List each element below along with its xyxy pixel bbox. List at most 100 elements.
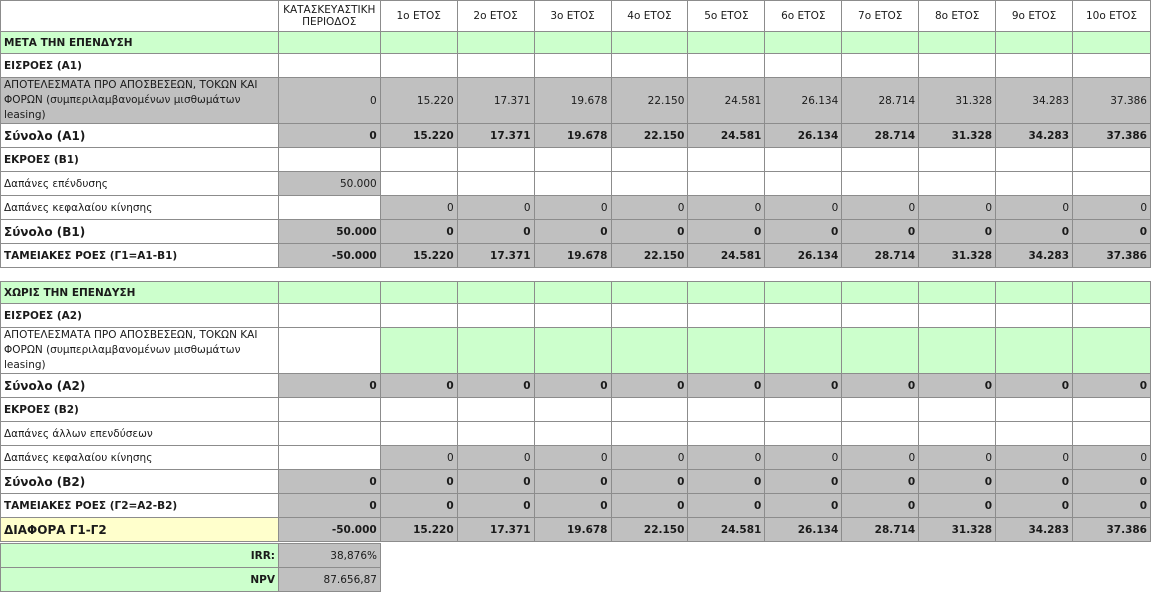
cell[interactable]: 0 [918, 195, 997, 220]
cell[interactable] [456, 53, 535, 78]
cell[interactable]: 15.220 [379, 243, 458, 268]
cell[interactable] [277, 397, 381, 422]
cell[interactable] [277, 421, 381, 446]
col-header-year[interactable]: 4ο ΕΤΟΣ [610, 0, 689, 32]
cell[interactable] [918, 171, 997, 196]
cell[interactable]: 22.150 [610, 517, 689, 542]
cell[interactable]: 0 [379, 195, 458, 220]
cell[interactable]: 0 [687, 195, 766, 220]
cell[interactable] [995, 281, 1074, 304]
cell[interactable]: 0 [918, 219, 997, 244]
cell[interactable] [277, 327, 381, 374]
row-label[interactable]: Σύνολο (Β2) [0, 469, 279, 494]
cell[interactable] [1072, 421, 1151, 446]
cell[interactable] [533, 303, 612, 328]
cell[interactable] [687, 53, 766, 78]
row-label[interactable]: ΑΠΟΤΕΛΕΣΜΑΤΑ ΠΡΟ ΑΠΟΣΒΕΣΕΩΝ, ΤΟΚΩΝ ΚΑΙ Φ… [0, 327, 279, 374]
cell[interactable]: 37.386 [1072, 517, 1151, 542]
cell[interactable]: 37.386 [1072, 77, 1151, 124]
cell[interactable]: 24.581 [687, 77, 766, 124]
cell[interactable] [456, 397, 535, 422]
cell[interactable]: 15.220 [379, 77, 458, 124]
cell[interactable]: 17.371 [456, 77, 535, 124]
cell[interactable]: 0 [533, 373, 612, 398]
row-label[interactable]: ΕΚΡΟΕΣ (Β2) [0, 397, 279, 422]
cell[interactable] [456, 421, 535, 446]
col-header-construction[interactable]: ΚΑΤΑΣΚΕΥΑΣΤΙΚΗ ΠΕΡΙΟΔΟΣ [277, 0, 381, 32]
cell[interactable] [277, 53, 381, 78]
cell[interactable] [841, 31, 920, 54]
cell[interactable] [995, 327, 1074, 374]
cell[interactable] [764, 171, 843, 196]
cell[interactable] [533, 327, 612, 374]
cell[interactable]: 26.134 [764, 123, 843, 148]
cell[interactable] [764, 327, 843, 374]
cell[interactable]: 19.678 [533, 517, 612, 542]
col-header-year[interactable]: 8ο ΕΤΟΣ [918, 0, 997, 32]
row-label[interactable]: ΕΙΣΡΟΕΣ (Α1) [0, 53, 279, 78]
cell[interactable] [277, 195, 381, 220]
col-header-year[interactable]: 1ο ΕΤΟΣ [379, 0, 458, 32]
cell[interactable]: 0 [533, 469, 612, 494]
cell[interactable] [764, 147, 843, 172]
row-label[interactable] [0, 0, 279, 32]
cell[interactable] [533, 397, 612, 422]
cell[interactable] [841, 147, 920, 172]
cell[interactable] [277, 147, 381, 172]
cell[interactable]: 0 [841, 195, 920, 220]
cell[interactable] [918, 397, 997, 422]
cell[interactable]: 0 [918, 445, 997, 470]
cell[interactable]: 31.328 [918, 77, 997, 124]
cell[interactable]: 28.714 [841, 77, 920, 124]
cell[interactable] [764, 397, 843, 422]
npv-label[interactable]: NPV [0, 567, 279, 592]
cell[interactable]: 22.150 [610, 243, 689, 268]
cell[interactable]: 0 [995, 219, 1074, 244]
cell[interactable]: 0 [841, 493, 920, 518]
cell[interactable]: 31.328 [918, 123, 997, 148]
cell[interactable]: 0 [764, 373, 843, 398]
cell[interactable]: 15.220 [379, 517, 458, 542]
cell[interactable] [687, 397, 766, 422]
cell[interactable] [610, 421, 689, 446]
cell[interactable] [918, 421, 997, 446]
cell[interactable] [687, 281, 766, 304]
cell[interactable] [456, 31, 535, 54]
irr-label[interactable]: IRR: [0, 543, 279, 568]
row-label[interactable]: Σύνολο (Β1) [0, 219, 279, 244]
cell[interactable]: 0 [687, 219, 766, 244]
cell[interactable] [456, 281, 535, 304]
cell[interactable] [277, 303, 381, 328]
cell[interactable] [687, 31, 766, 54]
irr-value[interactable]: 38,876% [278, 543, 381, 568]
row-label[interactable]: Σύνολο (Α2) [0, 373, 279, 398]
cell[interactable]: 0 [277, 373, 381, 398]
cell[interactable] [533, 281, 612, 304]
row-label[interactable]: Δαπάνες κεφαλαίου κίνησης [0, 195, 279, 220]
col-header-year[interactable]: 7ο ΕΤΟΣ [841, 0, 920, 32]
cell[interactable]: 17.371 [456, 243, 535, 268]
cell[interactable] [610, 303, 689, 328]
cell[interactable]: 17.371 [456, 123, 535, 148]
cell[interactable]: 26.134 [764, 517, 843, 542]
cell[interactable]: 0 [764, 469, 843, 494]
cell[interactable] [533, 147, 612, 172]
cell[interactable]: 0 [456, 219, 535, 244]
cell[interactable] [533, 171, 612, 196]
col-header-year[interactable]: 10ο ΕΤΟΣ [1072, 0, 1151, 32]
cell[interactable]: 0 [456, 195, 535, 220]
cell[interactable]: 0 [379, 469, 458, 494]
cell[interactable] [379, 397, 458, 422]
cell[interactable] [918, 327, 997, 374]
cell[interactable]: 0 [995, 445, 1074, 470]
row-label[interactable]: Δαπάνες άλλων επενδύσεων [0, 421, 279, 446]
cell[interactable] [277, 31, 381, 54]
cell[interactable] [764, 31, 843, 54]
cell[interactable] [533, 31, 612, 54]
cell[interactable] [841, 171, 920, 196]
row-label[interactable]: ΧΩΡΙΣ ΤΗΝ ΕΠΕΝΔΥΣΗ [0, 281, 279, 304]
cell[interactable] [764, 281, 843, 304]
cell[interactable] [841, 327, 920, 374]
cell[interactable] [918, 147, 997, 172]
cell[interactable]: 0 [456, 493, 535, 518]
